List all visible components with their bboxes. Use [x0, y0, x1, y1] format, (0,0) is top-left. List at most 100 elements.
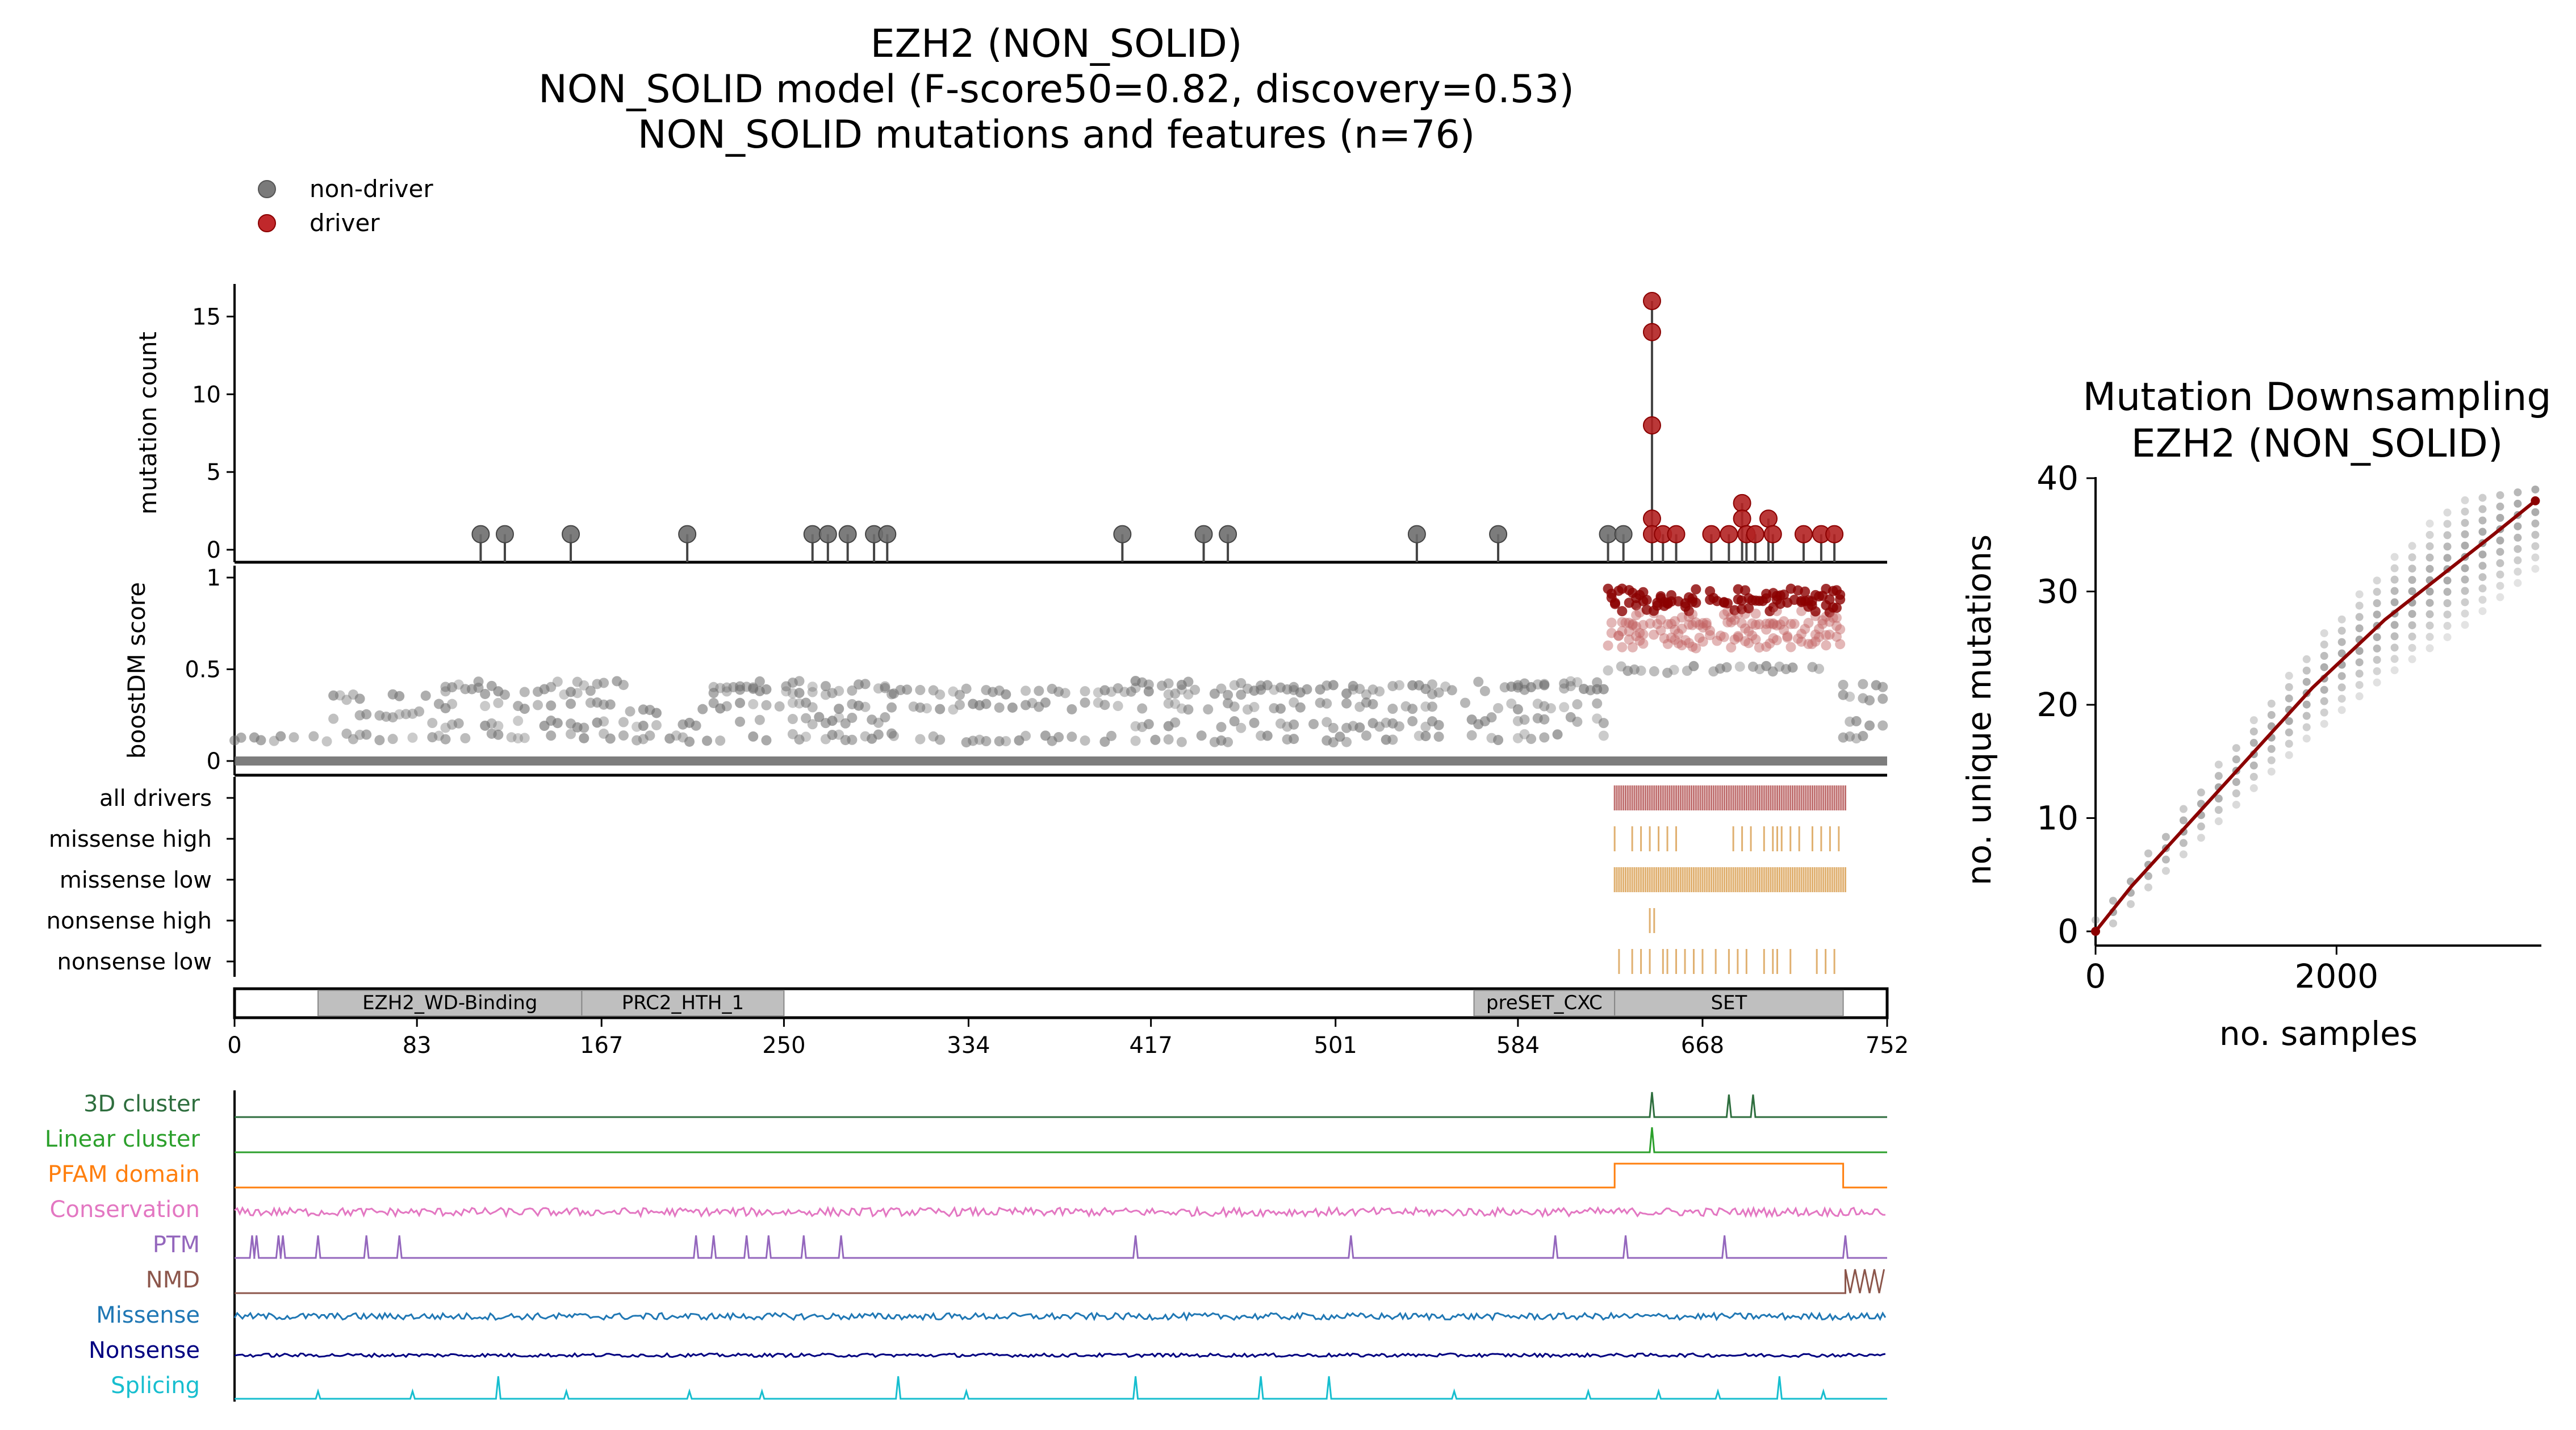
boost-point [847, 685, 858, 696]
driver-point [1642, 509, 1661, 528]
domain-block [1473, 990, 1616, 1017]
xtick-label: 167 [580, 1032, 623, 1059]
driver-point [1763, 525, 1782, 543]
boost-point [1433, 687, 1444, 698]
boost-driver-point [1670, 616, 1680, 626]
boost-point [915, 734, 926, 745]
boost-point [1381, 734, 1391, 745]
boost-point [506, 732, 517, 743]
boost-point [513, 733, 524, 744]
downsampling-point [2320, 629, 2328, 637]
feature-line [233, 1311, 1887, 1322]
boost-point [341, 728, 352, 739]
boost-point [754, 714, 765, 725]
downsampling-point [2355, 647, 2364, 655]
boost-point [486, 718, 497, 729]
nondriver-point [1113, 525, 1132, 543]
boost-driver-point [1620, 617, 1631, 628]
boost-point [807, 719, 818, 730]
boost-point [1216, 683, 1227, 694]
downsampling-point [2285, 717, 2293, 725]
boost-point [787, 714, 798, 725]
boost-driver-point [1691, 597, 1701, 608]
xtick-label: 752 [1866, 1032, 1909, 1059]
boost-point [1427, 689, 1437, 700]
downsampling-point [2232, 744, 2240, 752]
boost-point [651, 708, 662, 718]
boost-point [625, 706, 635, 717]
domain-label: preSET_CXC [1486, 992, 1603, 1014]
boost-driver-point [1697, 618, 1708, 629]
downsampling-point [2144, 883, 2152, 892]
boost-point [546, 681, 557, 692]
boost-driver-point [1617, 606, 1628, 617]
boost-driver-point [1831, 603, 1842, 613]
downsampling-point [2426, 530, 2434, 539]
boost-point [1512, 716, 1523, 726]
boost-driver-point [1750, 608, 1761, 619]
feature-line [235, 1163, 1887, 1189]
downsampling-point [2390, 632, 2399, 641]
xtick-label: 334 [947, 1032, 990, 1059]
boost-point [1414, 680, 1424, 691]
boost-point [519, 704, 530, 714]
downsampling-point [2461, 507, 2469, 516]
boost-point [1348, 680, 1358, 691]
boost-driver-point [1712, 635, 1722, 646]
downsampling-point [2267, 710, 2276, 719]
downsampling-point [2478, 516, 2487, 525]
boost-point [1407, 716, 1418, 726]
boost-point [1040, 697, 1051, 708]
boost-driver-point [1652, 618, 1663, 629]
downsampling-point [2478, 528, 2487, 536]
downsampling-point [2443, 633, 2452, 641]
downsampling-point [2302, 712, 2311, 720]
boost-point [827, 716, 838, 726]
downsampling-point [2302, 723, 2311, 731]
boost-point [1407, 704, 1418, 714]
driver-point [1702, 525, 1721, 543]
boost-driver-point [1676, 624, 1687, 634]
boost-point [847, 712, 858, 723]
boost-point [1636, 665, 1646, 676]
downsampling-point [2355, 658, 2364, 667]
boost-point [407, 732, 418, 743]
boost-point [480, 701, 491, 712]
boost-point [1341, 722, 1352, 733]
boost-point [888, 730, 899, 741]
boost-point [748, 682, 759, 693]
boost-point [1598, 730, 1609, 741]
boost-point [1113, 683, 1123, 694]
downsampling-point [2461, 530, 2469, 538]
downsampling-point [2267, 756, 2276, 764]
boost-point [256, 735, 266, 746]
boost-point [1767, 666, 1778, 677]
downsampling-point [2320, 651, 2328, 660]
lollipop-ytick-label: 15 [192, 304, 221, 330]
downsampling-point [2531, 530, 2540, 539]
boost-point [1387, 734, 1398, 745]
downsampling-point [2531, 553, 2540, 562]
boost-driver-point [1624, 634, 1634, 645]
boost-point [1289, 719, 1299, 730]
downsampling-point [2496, 570, 2504, 579]
boost-point [1688, 660, 1699, 671]
boost-point [361, 729, 372, 740]
feature-tracks: 3D cluster Linear cluster PFAM domain Conse… [45, 1090, 1887, 1402]
downsampling-point [2373, 678, 2381, 687]
boost-point [1021, 685, 1031, 696]
boost-driver-point [1779, 625, 1789, 635]
downsampling-point [2426, 587, 2434, 596]
downsampling-point [2267, 767, 2276, 776]
driver-point [1667, 525, 1686, 543]
boost-point [1486, 712, 1497, 723]
boost-point [1838, 689, 1849, 700]
downsampling-point [2214, 806, 2223, 814]
boost-point [348, 734, 358, 745]
boost-driver-point [1814, 624, 1825, 634]
boost-point [1170, 688, 1181, 699]
boost-point [1053, 687, 1064, 697]
boost-driver-point [1733, 630, 1743, 641]
boost-point [374, 710, 385, 721]
nondriver-point [562, 525, 580, 543]
